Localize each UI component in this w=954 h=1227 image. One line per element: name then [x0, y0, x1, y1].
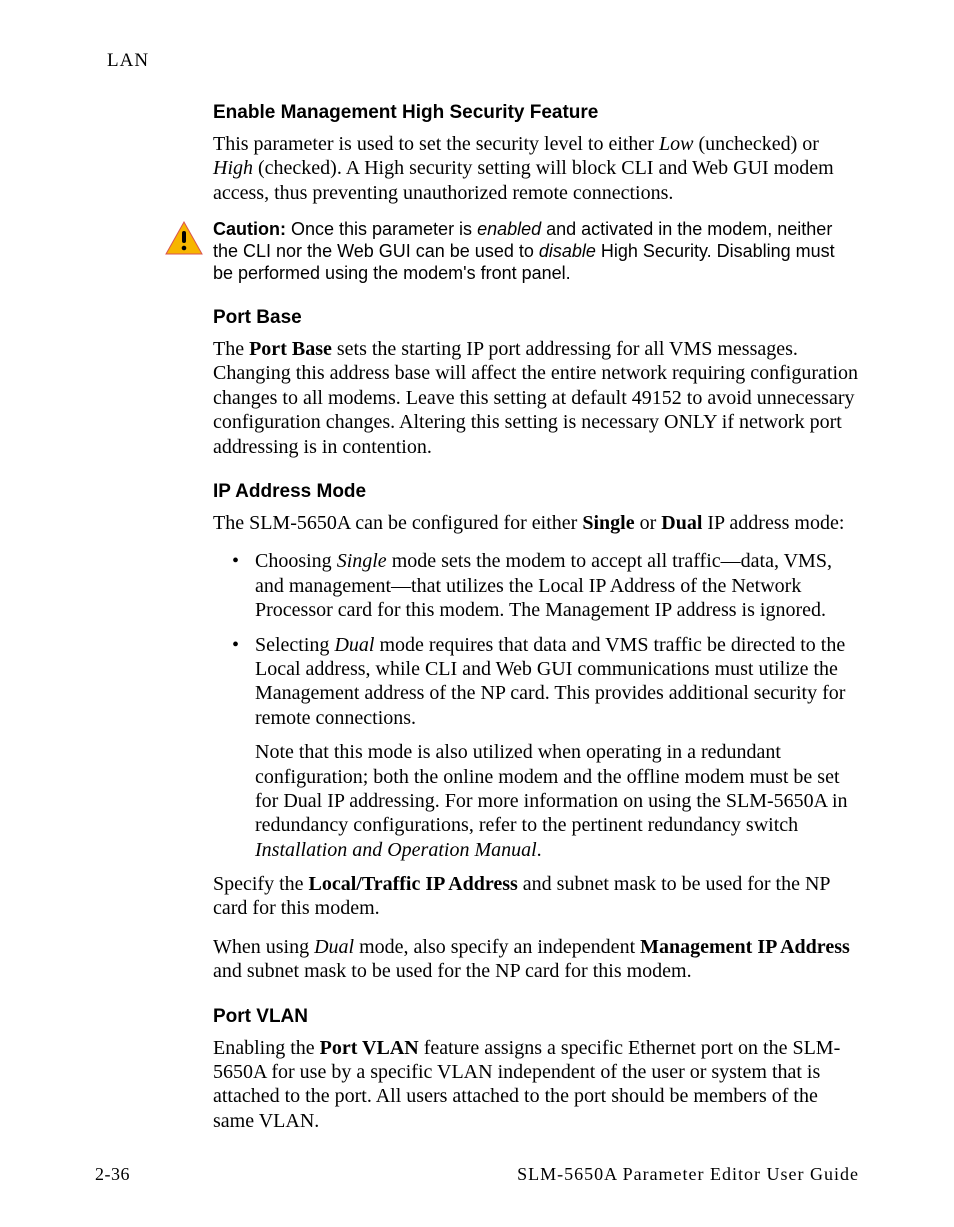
text-fragment: . — [537, 839, 542, 861]
text-fragment: and subnet mask to be used for the NP ca… — [213, 960, 692, 982]
main-content-continued: Port Base The Port Base sets the startin… — [213, 307, 859, 1133]
text-fragment: Once this parameter is — [286, 219, 477, 239]
caution-label: Caution: — [213, 219, 286, 239]
text-fragment: The SLM-5650A can be configured for eith… — [213, 512, 582, 534]
footer-document-title: SLM-5650A Parameter Editor User Guide — [517, 1164, 859, 1185]
italic-enabled: enabled — [477, 219, 541, 239]
bold-single: Single — [582, 512, 634, 534]
heading-ip-address-mode: IP Address Mode — [213, 481, 859, 503]
text-fragment: This parameter is used to set the securi… — [213, 133, 659, 155]
text-fragment: The — [213, 338, 249, 360]
caution-block: Caution: Once this parameter is enabled … — [165, 219, 859, 285]
caution-text: Caution: Once this parameter is enabled … — [213, 219, 859, 285]
italic-dual: Dual — [334, 634, 374, 656]
text-fragment: Enabling the — [213, 1037, 320, 1059]
text-fragment: (checked). A High security setting will … — [213, 157, 834, 203]
list-item: Selecting Dual mode requires that data a… — [249, 633, 859, 863]
para-enable-management: This parameter is used to set the securi… — [213, 132, 859, 205]
text-fragment: When using — [213, 936, 314, 958]
para-dual-management: When using Dual mode, also specify an in… — [213, 935, 859, 984]
text-fragment: IP address mode: — [702, 512, 844, 534]
text-fragment: Choosing — [255, 550, 337, 572]
text-fragment: (unchecked) or — [693, 133, 819, 155]
running-header: LAN — [107, 50, 859, 72]
bold-management-ip: Management IP Address — [640, 936, 850, 958]
heading-port-vlan: Port VLAN — [213, 1006, 859, 1028]
italic-low: Low — [659, 133, 693, 155]
text-fragment: Specify the — [213, 873, 309, 895]
bold-port-base: Port Base — [249, 338, 332, 360]
footer-page-number: 2-36 — [95, 1164, 130, 1185]
text-fragment: mode, also specify an independent — [354, 936, 640, 958]
document-page: LAN Enable Management High Security Feat… — [0, 0, 954, 1227]
page-footer: 2-36 SLM-5650A Parameter Editor User Gui… — [95, 1164, 859, 1185]
italic-disable: disable — [539, 241, 596, 261]
bold-dual: Dual — [661, 512, 702, 534]
bullet-list: Choosing Single mode sets the modem to a… — [213, 549, 859, 862]
italic-single: Single — [337, 550, 387, 572]
heading-enable-management: Enable Management High Security Feature — [213, 102, 859, 124]
warning-icon — [165, 221, 203, 260]
para-port-base: The Port Base sets the starting IP port … — [213, 337, 859, 459]
italic-high: High — [213, 157, 253, 179]
para-specify-local: Specify the Local/Traffic IP Address and… — [213, 872, 859, 921]
para-ip-mode-intro: The SLM-5650A can be configured for eith… — [213, 511, 859, 535]
text-fragment: or — [635, 512, 662, 534]
bold-local-traffic-ip: Local/Traffic IP Address — [309, 873, 518, 895]
list-item: Choosing Single mode sets the modem to a… — [249, 549, 859, 622]
main-content: Enable Management High Security Feature … — [213, 102, 859, 205]
para-port-vlan: Enabling the Port VLAN feature assigns a… — [213, 1036, 859, 1134]
text-fragment: Note that this mode is also utilized whe… — [255, 741, 848, 836]
bold-port-vlan: Port VLAN — [320, 1037, 419, 1059]
text-fragment: Selecting — [255, 634, 334, 656]
heading-port-base: Port Base — [213, 307, 859, 329]
italic-manual-title: Installation and Operation Manual — [255, 839, 537, 861]
list-item-continuation: Note that this mode is also utilized whe… — [255, 740, 859, 862]
italic-dual: Dual — [314, 936, 354, 958]
